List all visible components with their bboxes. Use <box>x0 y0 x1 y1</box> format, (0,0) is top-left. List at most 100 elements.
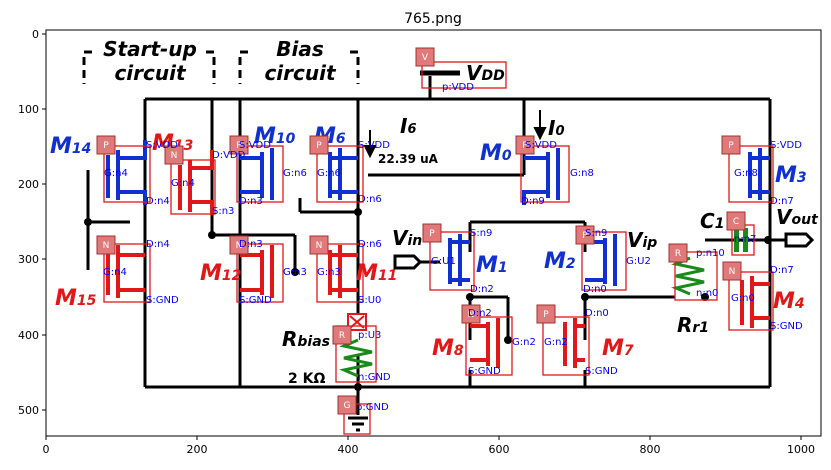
badges: V P N P P N P P N N N P P P N C R R G <box>96 47 746 415</box>
bias-bracket <box>238 50 360 84</box>
badge-label: P <box>728 141 734 151</box>
badge-label: V <box>422 53 429 63</box>
transistor-m0 <box>522 148 560 205</box>
pin-annotations: p:VDD S:VDD D:n4 G:n4 D:VDD G:n4 S:n3 S:… <box>103 82 803 413</box>
resistor-rbias <box>339 338 373 378</box>
transistor-m3 <box>748 148 770 200</box>
label-m15: M15 <box>55 286 97 311</box>
x-tick-label: 1000 <box>787 443 815 456</box>
transistor-m1 <box>448 234 470 286</box>
label-m10: M10 <box>254 124 296 149</box>
badge-label: N <box>236 241 243 251</box>
startup-label-line1: Start-up <box>103 37 197 61</box>
badge-label: P <box>429 229 435 239</box>
pin-annotation: G:n8 <box>734 168 758 179</box>
pin-annotation: D:n7 <box>770 196 794 207</box>
vout-label: Vout <box>776 205 819 229</box>
x-tick-label: 200 <box>187 443 208 456</box>
pin-annotation: p:GND <box>356 402 389 413</box>
vdd-symbol: VDD <box>420 61 505 85</box>
y-tick-label: 500 <box>18 404 39 417</box>
pin-annotation: G:n3 <box>283 267 307 278</box>
pin-annotation: G:U2 <box>626 256 651 267</box>
pin-annotation: G:n3 <box>317 267 341 278</box>
pin-annotation: G:n4 <box>171 178 195 189</box>
pin-annotation: G:n2 <box>512 337 536 348</box>
label-m3: M3 <box>775 163 807 188</box>
i0-label: I0 <box>548 116 565 140</box>
badge-label: P <box>316 141 322 151</box>
pin-annotation: S:n3 <box>212 206 234 217</box>
label-m0: M0 <box>480 141 512 166</box>
pin-annotation: G:n2 <box>544 337 568 348</box>
x-tick-label: 800 <box>640 443 661 456</box>
y-tick-label: 100 <box>18 103 39 116</box>
y-tick-label: 0 <box>32 28 39 41</box>
vout-port <box>770 232 815 248</box>
pin-annotation: G:n6 <box>283 168 307 179</box>
transistor-m12 <box>240 245 274 298</box>
label-m8: M8 <box>432 336 464 361</box>
ground-icon <box>348 416 368 432</box>
x-tick-label: 600 <box>489 443 510 456</box>
transistor-m15 <box>106 245 145 298</box>
pin-annotation: D:n7 <box>770 265 794 276</box>
figure-title: 765.png <box>404 11 462 27</box>
badge-label: R <box>675 249 681 259</box>
pin-annotation: S:VDD <box>525 140 557 151</box>
transistor-m4 <box>740 276 770 328</box>
pin-annotation: D:n2 <box>468 308 492 319</box>
schematic: Start-up circuit Bias circuit <box>50 37 819 435</box>
pin-annotation: S:VDD <box>146 140 178 151</box>
transistor-m2 <box>585 234 617 286</box>
current-value: 22.39 uA <box>378 152 439 166</box>
badge-label: N <box>103 241 110 251</box>
pin-annotation: S:U0 <box>358 295 381 306</box>
badge-label: N <box>729 267 736 277</box>
transistor-m6 <box>328 148 358 200</box>
badge-label: P <box>103 141 109 151</box>
pin-annotation: D:n6 <box>358 239 382 250</box>
pin-annotation: S:GND <box>146 295 179 306</box>
x-axis: 0 200 400 600 800 1000 <box>43 436 815 456</box>
pin-annotation: D:n4 <box>146 196 170 207</box>
vin-label: Vin <box>392 226 422 250</box>
pin-annotation: D:VDD <box>212 150 246 161</box>
pin-annotation: S:VDD <box>358 140 390 151</box>
vip-label: Vip <box>627 228 657 252</box>
y-tick-label: 300 <box>18 253 39 266</box>
pin-annotation: S:GND <box>585 366 618 377</box>
badge-label: P <box>236 141 242 151</box>
pin-annotation: G:U1 <box>431 256 456 267</box>
pin-annotation: G:n8 <box>570 168 594 179</box>
transistor-m10 <box>240 148 274 200</box>
badge-label: P <box>522 141 528 151</box>
bias-label-line1: Bias <box>276 37 324 61</box>
label-m4: M4 <box>773 289 805 314</box>
vdd-label: VDD <box>466 61 505 85</box>
startup-label-line2: circuit <box>114 61 187 85</box>
pin-annotation: D:n2 <box>470 284 494 295</box>
transistor-m13 <box>178 150 214 215</box>
pin-annotation: D:n4 <box>146 239 170 250</box>
pin-annotation: S:n9 <box>470 228 492 239</box>
pin-annotation: S:VDD <box>770 140 802 151</box>
y-tick-label: 400 <box>18 329 39 342</box>
pin-annotation: D:n0 <box>583 284 607 295</box>
y-tick-label: 200 <box>18 178 39 191</box>
pin-annotation: G:n4 <box>104 168 128 179</box>
pin-annotation: S:n9 <box>585 228 607 239</box>
pin-annotation: D:n0 <box>585 308 609 319</box>
pin-annotation: S:GND <box>239 295 272 306</box>
rbias-value: 2 KΩ <box>288 371 325 387</box>
transistor-m11 <box>328 245 358 298</box>
label-m11: M11 <box>356 261 397 286</box>
bias-label-line2: circuit <box>264 61 337 85</box>
pin-annotation: S:VDD <box>239 140 271 151</box>
pin-annotation: D:n3 <box>239 239 263 250</box>
badge-label: N <box>171 151 178 161</box>
badge-label: C <box>733 217 739 227</box>
badge-label: N <box>468 310 475 320</box>
rbias-label: Rbias <box>282 327 330 351</box>
